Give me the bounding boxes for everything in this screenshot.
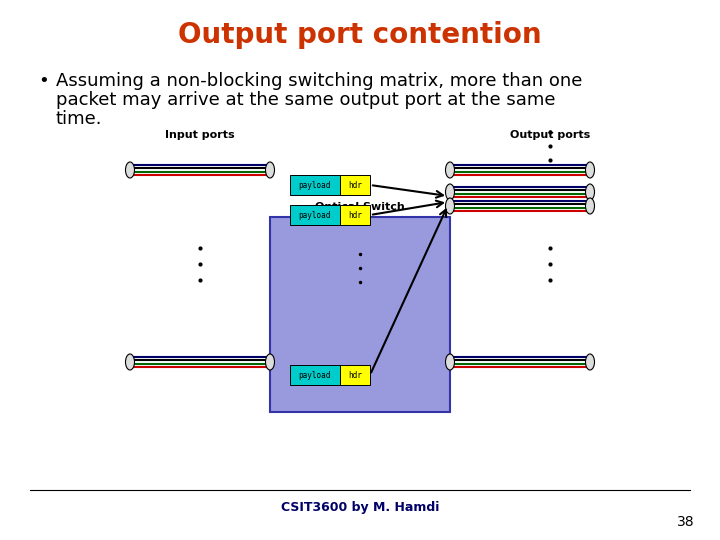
Text: Output port contention: Output port contention [178,21,542,49]
Bar [290,205,340,225]
Ellipse shape [585,162,595,178]
Ellipse shape [266,354,274,370]
Ellipse shape [266,162,274,178]
Text: Assuming a non-blocking switching matrix, more than one: Assuming a non-blocking switching matrix… [56,72,582,90]
Text: Optical Switch: Optical Switch [315,202,405,212]
Bar [290,365,340,385]
Text: Output ports: Output ports [510,130,590,140]
Bar [340,365,370,385]
Text: payload: payload [299,180,331,190]
Ellipse shape [585,354,595,370]
Ellipse shape [446,198,454,214]
Text: CSIT3600 by M. Hamdi: CSIT3600 by M. Hamdi [281,502,439,515]
Text: •: • [38,72,49,90]
Text: hdr: hdr [348,370,361,380]
Text: hdr: hdr [348,180,361,190]
Text: 38: 38 [678,515,695,529]
Bar [340,205,370,225]
Ellipse shape [585,184,595,200]
Ellipse shape [446,162,454,178]
Text: hdr: hdr [348,211,361,219]
Ellipse shape [125,162,135,178]
Ellipse shape [585,198,595,214]
Text: payload: payload [299,211,331,219]
Bar [270,217,450,412]
Bar [340,175,370,195]
Bar [290,175,340,195]
Text: payload: payload [299,370,331,380]
Text: time.: time. [56,110,102,128]
Text: Input ports: Input ports [165,130,235,140]
Ellipse shape [446,184,454,200]
Ellipse shape [446,354,454,370]
Ellipse shape [125,354,135,370]
Text: packet may arrive at the same output port at the same: packet may arrive at the same output por… [56,91,556,109]
